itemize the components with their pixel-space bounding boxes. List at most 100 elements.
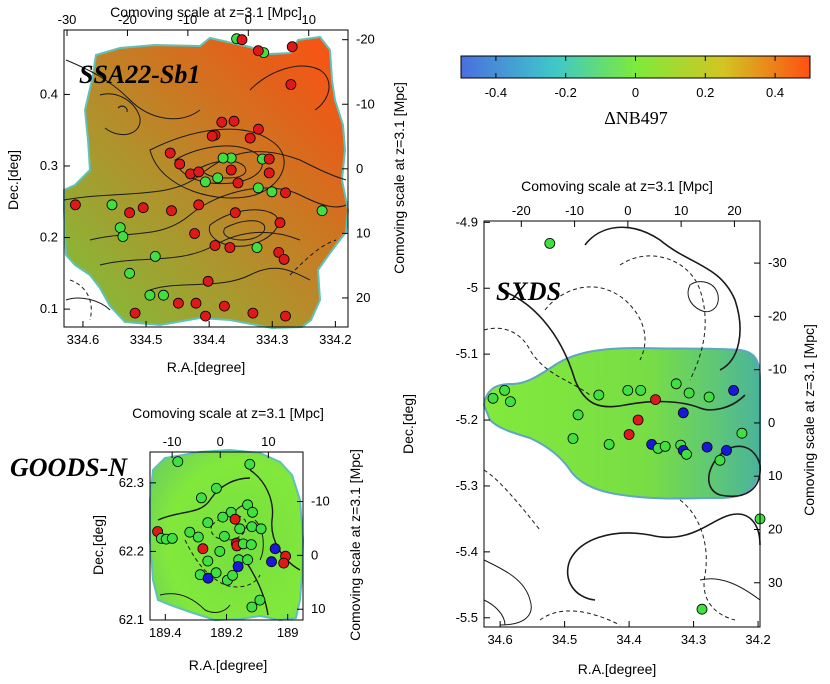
ssa22-field-name: SSA22-Sb1 bbox=[79, 60, 200, 89]
sxds-source-marker bbox=[544, 237, 556, 249]
goods-n-top-tick-label: 10 bbox=[261, 434, 275, 449]
ssa22-x-tick-label: 334.2 bbox=[319, 332, 352, 347]
goods-n-source-marker bbox=[254, 594, 266, 606]
goods-n-source-marker bbox=[218, 530, 230, 542]
ssa22-source-marker bbox=[129, 307, 141, 319]
ssa22-source-marker bbox=[228, 115, 240, 127]
ssa22-panel: 334.6 334.5 334.4 334.3 334.2 0.1 0.2 0.3 0.4 -30… bbox=[5, 4, 407, 375]
sxds-source-marker bbox=[603, 438, 615, 450]
sxds-x-tick-label: 34.6 bbox=[487, 632, 512, 647]
sxds-top-tick-label: 10 bbox=[674, 203, 688, 218]
sxds-source-marker bbox=[622, 384, 634, 396]
sxds-source-marker bbox=[487, 392, 499, 404]
sxds-source-marker bbox=[714, 454, 726, 466]
goods-n-y-axis-title: Dec.[deg] bbox=[90, 515, 106, 575]
goods-n-source-marker bbox=[247, 506, 258, 518]
goods-n-field-name: GOODS-N bbox=[10, 453, 128, 482]
sxds-right-tick-label: 30 bbox=[768, 575, 782, 590]
sxds-source-marker bbox=[677, 407, 689, 419]
ssa22-source-marker bbox=[166, 205, 177, 217]
ssa22-source-marker bbox=[278, 253, 290, 265]
sxds-y-tick-label: -5 bbox=[466, 280, 478, 295]
goods-n-source-marker bbox=[246, 521, 258, 533]
sxds-source-marker bbox=[650, 394, 661, 406]
sxds-field-name: SXDS bbox=[496, 277, 561, 306]
ssa22-source-marker bbox=[263, 167, 275, 179]
sxds-right-tick-label: -10 bbox=[768, 362, 787, 377]
sxds-y-tick-label: -4.9 bbox=[456, 214, 478, 229]
sxds-x-tick-label: 34.5 bbox=[552, 632, 577, 647]
ssa22-top-tick-label: 10 bbox=[301, 12, 315, 27]
goods-n-source-marker bbox=[246, 601, 258, 613]
ssa22-right-tick-label: -20 bbox=[356, 32, 375, 47]
ssa22-x-axis-title: R.A.[degree] bbox=[167, 359, 246, 375]
goods-n-source-marker bbox=[229, 513, 241, 525]
ssa22-x-tick-label: 334.6 bbox=[67, 332, 100, 347]
sxds-source-marker bbox=[703, 391, 715, 403]
sxds-y-tick-label: -5.1 bbox=[456, 346, 478, 361]
ssa22-frame bbox=[63, 29, 349, 328]
sxds-source-marker bbox=[635, 384, 647, 396]
sxds-source-marker bbox=[670, 378, 682, 390]
ssa22-source-marker bbox=[209, 240, 221, 251]
ssa22-source-marker bbox=[202, 275, 214, 287]
sxds-x-tick-label: 34.2 bbox=[745, 632, 770, 647]
goods-n-source-marker bbox=[278, 557, 290, 569]
ssa22-source-marker bbox=[193, 199, 205, 211]
ssa22-x-tick-label: 334.3 bbox=[256, 332, 289, 347]
colorbar-tick-label: 0.2 bbox=[696, 85, 714, 100]
sxds-y-tick-label: -5.3 bbox=[456, 478, 478, 493]
ssa22-source-marker bbox=[252, 182, 264, 194]
goods-n-x-axis-title: R.A.[degree] bbox=[189, 657, 268, 673]
sxds-panel: 34.6 34.5 34.4 34.3 34.2 -5.5 -5.4 -5.3 -5.2 -5.1… bbox=[400, 178, 817, 677]
ssa22-source-marker bbox=[280, 310, 291, 322]
sxds-source-marker bbox=[567, 433, 579, 444]
sxds-top-tick-label: 0 bbox=[624, 203, 631, 218]
sxds-y-tick-label: -5.5 bbox=[456, 610, 478, 625]
ssa22-source-marker bbox=[251, 242, 263, 253]
sxds-y-tick-label: -5.2 bbox=[456, 412, 478, 427]
sxds-right-axis-title: Comoving scale at z=3.1 [Mpc] bbox=[801, 324, 817, 516]
goods-n-x-tick-label: 189.2 bbox=[210, 625, 243, 640]
ssa22-top-tick-label: 0 bbox=[245, 12, 252, 27]
ssa22-source-marker bbox=[117, 231, 129, 242]
colorbar-tick-label: 0.4 bbox=[766, 85, 784, 100]
ssa22-top-tick-label: -20 bbox=[118, 12, 137, 27]
goods-n-source-marker bbox=[242, 499, 254, 511]
ssa22-source-marker bbox=[225, 164, 237, 176]
ssa22-x-tick-label: 334.5 bbox=[130, 332, 163, 347]
sxds-source-marker bbox=[572, 409, 584, 421]
ssa22-right-tick-label: 10 bbox=[356, 225, 370, 240]
sxds-source-marker bbox=[736, 427, 748, 439]
ssa22-source-marker bbox=[286, 41, 298, 53]
ssa22-source-marker bbox=[274, 217, 286, 229]
ssa22-top-tick-label: -10 bbox=[178, 12, 197, 27]
ssa22-right-tick-label: 20 bbox=[356, 290, 370, 305]
ssa22-y-tick-label: 0.2 bbox=[40, 230, 58, 245]
ssa22-source-marker bbox=[236, 34, 248, 46]
goods-n-top-tick-label: -10 bbox=[163, 434, 182, 449]
ssa22-source-marker bbox=[280, 187, 291, 199]
colorbar-ticks: -0.4 -0.2 0 0.2 0.4 bbox=[485, 56, 784, 100]
sxds-source-marker bbox=[659, 440, 671, 452]
goods-n-source-marker bbox=[202, 517, 214, 528]
ssa22-source-marker bbox=[190, 297, 202, 309]
sxds-y-axis-title: Dec.[deg] bbox=[400, 394, 416, 454]
ssa22-source-marker bbox=[164, 147, 176, 159]
goods-n-source-marker bbox=[217, 511, 229, 523]
ssa22-source-marker bbox=[285, 79, 297, 90]
goods-n-source-marker bbox=[269, 543, 281, 555]
ssa22-source-marker bbox=[174, 158, 186, 170]
goods-n-right-tick-label: 10 bbox=[311, 601, 325, 616]
ssa22-source-marker bbox=[199, 176, 211, 188]
ssa22-source-marker bbox=[106, 199, 118, 211]
ssa22-source-marker bbox=[158, 289, 169, 301]
ssa22-source-marker bbox=[149, 250, 161, 262]
ssa22-source-marker bbox=[70, 199, 81, 211]
ssa22-x-tick-label: 334.4 bbox=[193, 332, 226, 347]
sxds-top-tick-label: -10 bbox=[565, 203, 584, 218]
goods-n-source-marker bbox=[210, 567, 222, 579]
ssa22-source-marker bbox=[137, 202, 149, 214]
goods-n-y-tick-label: 62.1 bbox=[119, 612, 144, 627]
goods-n-source-marker bbox=[192, 531, 204, 543]
